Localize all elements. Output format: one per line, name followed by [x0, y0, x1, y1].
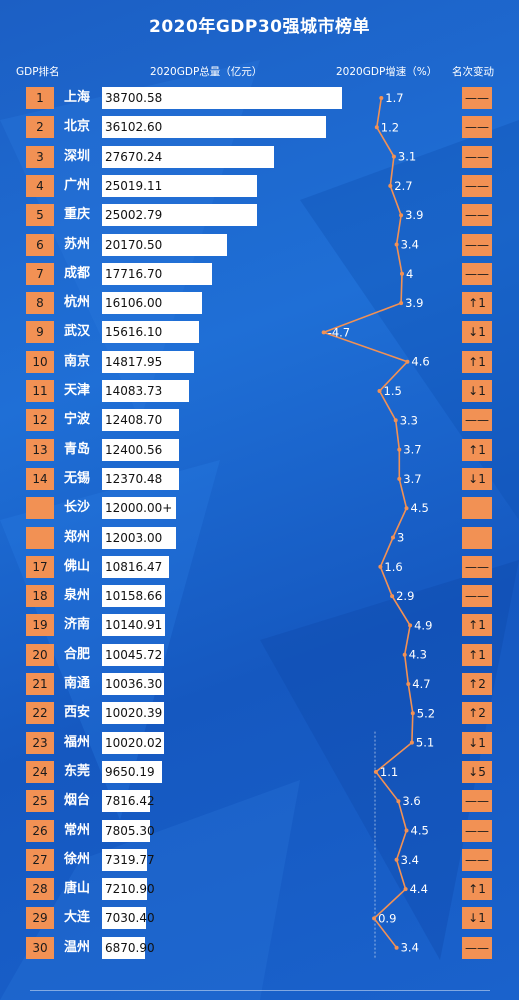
- growth-value-label: 1.5: [384, 384, 402, 398]
- bottom-divider: [30, 990, 490, 991]
- growth-value-label: 3.4: [401, 853, 419, 867]
- growth-point: [375, 125, 379, 129]
- growth-point: [411, 711, 415, 715]
- growth-point: [390, 594, 394, 598]
- growth-point: [406, 682, 410, 686]
- growth-value-label: 1.7: [385, 91, 403, 105]
- growth-point: [388, 184, 392, 188]
- growth-point: [379, 96, 383, 100]
- growth-value-label: 4.7: [412, 677, 430, 691]
- growth-point: [395, 243, 399, 247]
- growth-point: [410, 741, 414, 745]
- growth-point: [399, 301, 403, 305]
- growth-point: [403, 653, 407, 657]
- growth-value-label: 4: [406, 267, 413, 281]
- growth-point: [405, 506, 409, 510]
- growth-value-label: 2.9: [396, 589, 414, 603]
- growth-value-label: 2.7: [394, 179, 412, 193]
- growth-point: [378, 565, 382, 569]
- growth-point: [397, 477, 401, 481]
- growth-value-label: 0.9: [378, 911, 396, 925]
- growth-value-label: 4.5: [411, 824, 429, 838]
- growth-point: [392, 155, 396, 159]
- growth-value-label: 3.9: [405, 296, 423, 310]
- growth-point: [404, 887, 408, 891]
- growth-point: [391, 536, 395, 540]
- growth-point: [374, 770, 378, 774]
- growth-point: [395, 946, 399, 950]
- growth-value-label: 4.5: [411, 501, 429, 515]
- growth-value-label: 3.1: [398, 150, 416, 164]
- growth-value-label: 3: [397, 531, 404, 545]
- growth-point: [378, 389, 382, 393]
- growth-point: [322, 330, 326, 334]
- growth-value-label: 3.6: [402, 794, 420, 808]
- growth-value-label: 3.7: [403, 472, 421, 486]
- growth-value-label: 1.1: [380, 765, 398, 779]
- growth-point: [408, 623, 412, 627]
- growth-series-line: [324, 98, 413, 948]
- growth-value-label: 1.6: [384, 560, 402, 574]
- growth-point: [396, 799, 400, 803]
- growth-value-label: 5.2: [417, 706, 435, 720]
- growth-value-label: 3.3: [400, 413, 418, 427]
- growth-point: [394, 418, 398, 422]
- growth-point: [397, 448, 401, 452]
- growth-value-label: 4.9: [414, 618, 432, 632]
- growth-value-label: -4.7: [328, 325, 350, 339]
- growth-point: [395, 858, 399, 862]
- growth-value-label: 4.3: [409, 648, 427, 662]
- growth-value-label: 3.4: [401, 238, 419, 252]
- growth-value-label: 3.7: [403, 443, 421, 457]
- growth-point: [400, 272, 404, 276]
- growth-point: [399, 213, 403, 217]
- growth-value-label: 1.2: [381, 120, 399, 134]
- growth-value-label: 3.9: [405, 208, 423, 222]
- growth-point: [405, 360, 409, 364]
- growth-point: [372, 916, 376, 920]
- growth-point: [405, 829, 409, 833]
- growth-value-label: 4.4: [410, 882, 428, 896]
- growth-value-label: 5.1: [416, 736, 434, 750]
- growth-value-label: 4.6: [411, 355, 429, 369]
- growth-value-label: 3.4: [401, 941, 419, 955]
